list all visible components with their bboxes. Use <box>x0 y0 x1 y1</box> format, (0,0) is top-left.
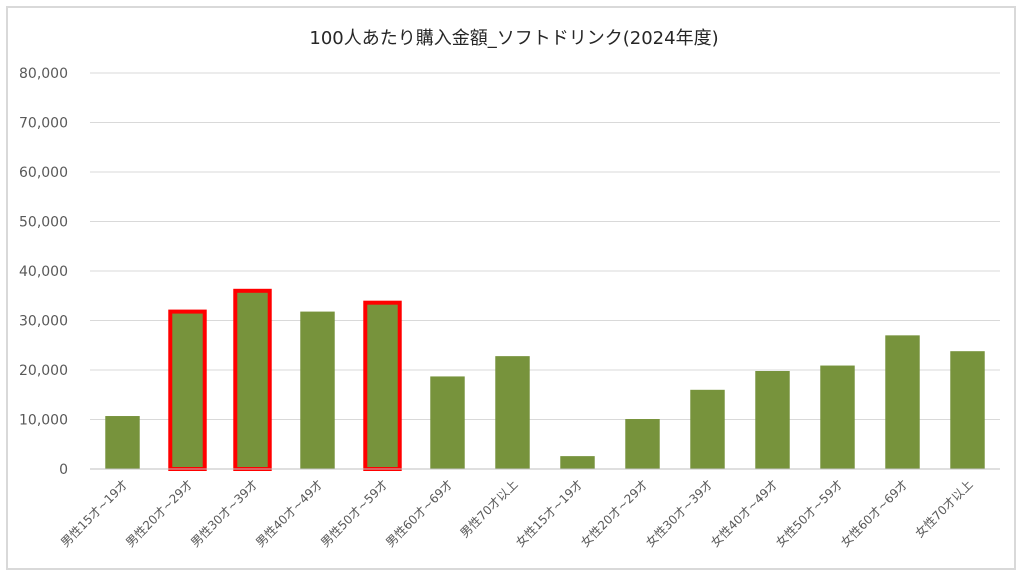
y-axis-ticks: 0 10,000 20,000 30,000 40,000 50,000 60,000 70,… <box>19 66 68 478</box>
bar <box>560 456 595 469</box>
y-tick-label: 40,000 <box>19 264 68 280</box>
bar <box>430 376 465 469</box>
bar <box>625 419 660 469</box>
bar <box>820 365 855 469</box>
x-tick-label: 男性40才~49才 <box>253 477 326 550</box>
x-tick-label: 女性30才~39才 <box>642 477 715 550</box>
y-tick-label: 10,000 <box>19 413 68 429</box>
y-tick-label: 50,000 <box>19 215 68 231</box>
x-tick-label: 男性30才~39才 <box>188 477 261 550</box>
x-tick-label: 女性70才以上 <box>912 477 976 541</box>
bar <box>950 351 985 469</box>
bar <box>495 356 530 469</box>
y-tick-label: 0 <box>59 462 68 478</box>
x-tick-label: 男性60才~69才 <box>383 477 456 550</box>
x-tick-label: 男性20才~29才 <box>123 477 196 550</box>
x-tick-label: 男性70才以上 <box>457 477 520 540</box>
y-tick-label: 20,000 <box>19 363 68 379</box>
x-tick-label: 男性15才~19才 <box>58 477 131 550</box>
bar <box>885 335 920 469</box>
y-tick-label: 60,000 <box>19 165 68 181</box>
x-tick-label: 男性50才~59才 <box>318 477 391 550</box>
gridlines <box>90 72 1000 420</box>
chart-title: 100人あたり購入金額_ソフトドリンク(2024年度) <box>309 28 718 49</box>
bar <box>755 370 790 469</box>
bar-highlighted <box>363 300 402 471</box>
x-tick-label: 女性20才~29才 <box>577 477 650 550</box>
y-tick-label: 30,000 <box>19 314 68 330</box>
bar <box>105 416 140 469</box>
bar <box>690 389 725 469</box>
bar-chart: 100人あたり購入金額_ソフトドリンク(2024年度) 0 10,000 20,00… <box>19 28 1000 550</box>
bar-highlighted <box>233 288 272 471</box>
chart-frame: 100人あたり購入金額_ソフトドリンク(2024年度) 0 10,000 20,00… <box>6 6 1016 570</box>
x-tick-label: 女性50才~59才 <box>772 477 845 550</box>
bars <box>105 288 985 471</box>
x-tick-label: 女性60才~69才 <box>837 477 910 550</box>
x-axis-ticks: 男性15才~19才男性20才~29才男性30才~39才男性40才~49才男性50… <box>58 477 976 550</box>
x-tick-label: 女性15才~19才 <box>512 477 585 550</box>
y-tick-label: 80,000 <box>19 66 68 82</box>
x-tick-label: 女性40才~49才 <box>707 477 780 550</box>
bar <box>300 311 335 469</box>
bar-highlighted <box>168 309 207 471</box>
y-tick-label: 70,000 <box>19 116 68 132</box>
